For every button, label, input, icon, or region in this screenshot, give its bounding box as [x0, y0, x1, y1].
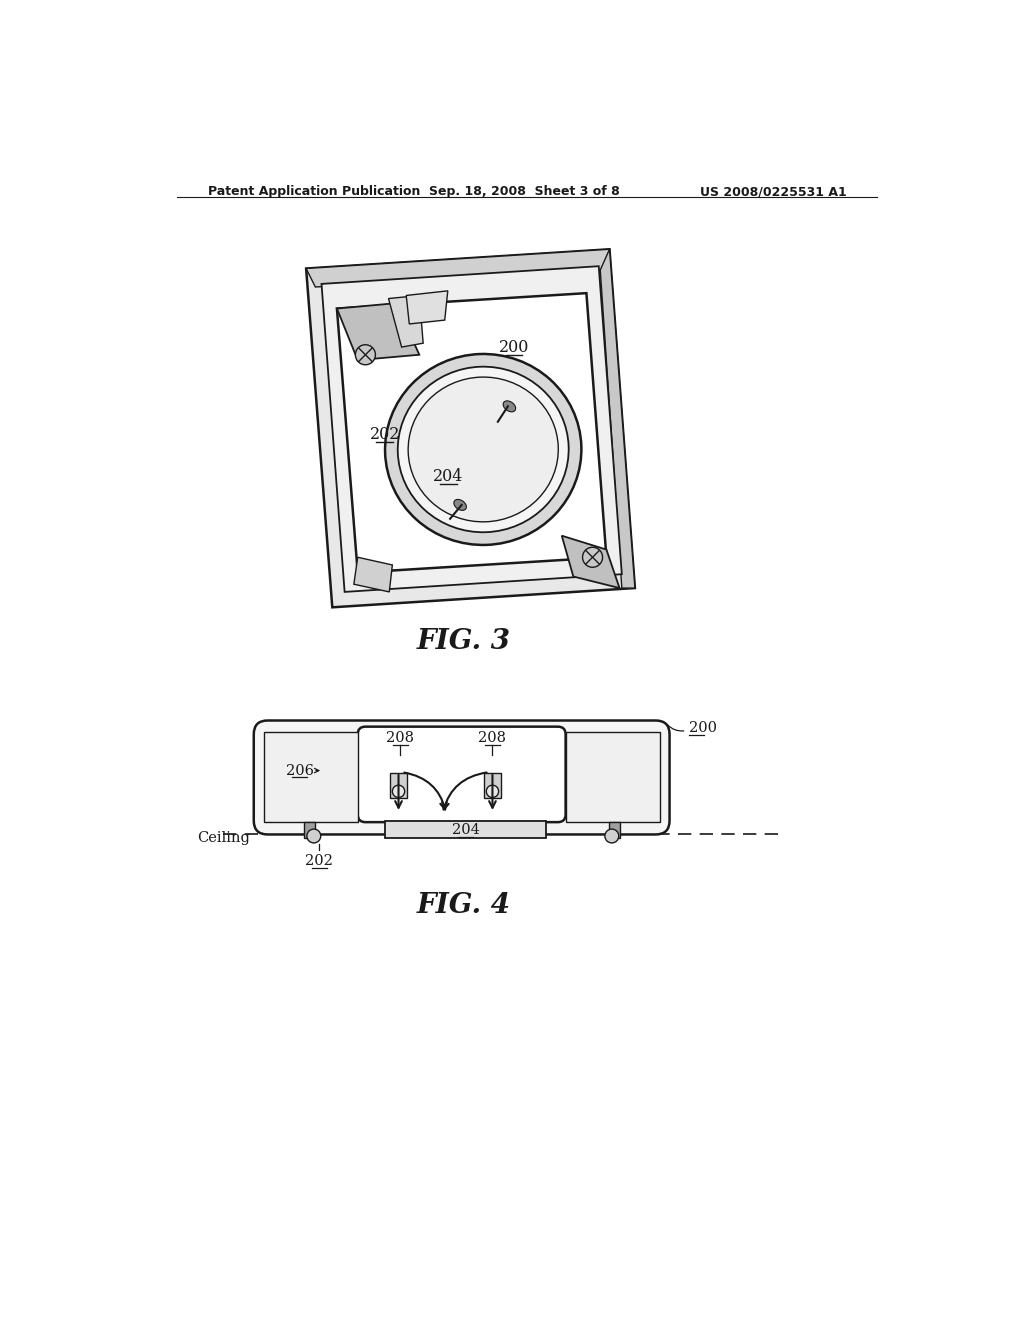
Polygon shape [562, 536, 620, 589]
Text: Ceiling: Ceiling [197, 830, 250, 845]
Ellipse shape [385, 354, 582, 545]
Text: 208: 208 [478, 731, 507, 746]
Polygon shape [407, 290, 447, 323]
Text: 202: 202 [370, 425, 399, 442]
Text: 202: 202 [305, 854, 333, 867]
Text: Sep. 18, 2008  Sheet 3 of 8: Sep. 18, 2008 Sheet 3 of 8 [429, 185, 621, 198]
Text: 200: 200 [499, 338, 529, 355]
Polygon shape [354, 557, 392, 591]
Text: 204: 204 [433, 467, 464, 484]
Text: Patent Application Publication: Patent Application Publication [208, 185, 420, 198]
Polygon shape [600, 249, 635, 589]
Text: FIG. 4: FIG. 4 [416, 892, 510, 919]
Polygon shape [306, 249, 635, 607]
Circle shape [307, 829, 321, 843]
Bar [608, 822, 620, 838]
Ellipse shape [409, 378, 558, 521]
Bar [390, 774, 407, 797]
Circle shape [392, 785, 404, 797]
Circle shape [486, 785, 499, 797]
Bar [484, 774, 501, 797]
Text: FIG. 3: FIG. 3 [416, 628, 510, 656]
Text: US 2008/0225531 A1: US 2008/0225531 A1 [700, 185, 847, 198]
Ellipse shape [397, 367, 568, 532]
Polygon shape [322, 267, 622, 591]
Polygon shape [337, 293, 606, 573]
Ellipse shape [503, 401, 516, 412]
Polygon shape [388, 296, 423, 347]
Bar [385, 821, 547, 838]
Circle shape [355, 345, 376, 364]
Ellipse shape [454, 499, 466, 511]
FancyBboxPatch shape [264, 733, 357, 822]
FancyBboxPatch shape [254, 721, 670, 834]
FancyBboxPatch shape [565, 733, 659, 822]
Bar [304, 822, 314, 838]
Polygon shape [337, 304, 419, 360]
Text: 204: 204 [452, 822, 479, 837]
Text: 208: 208 [386, 731, 414, 746]
Polygon shape [306, 249, 609, 286]
Circle shape [583, 548, 602, 568]
Text: 206: 206 [286, 763, 314, 777]
Circle shape [605, 829, 618, 843]
Text: 200: 200 [689, 721, 717, 735]
FancyBboxPatch shape [357, 726, 565, 822]
